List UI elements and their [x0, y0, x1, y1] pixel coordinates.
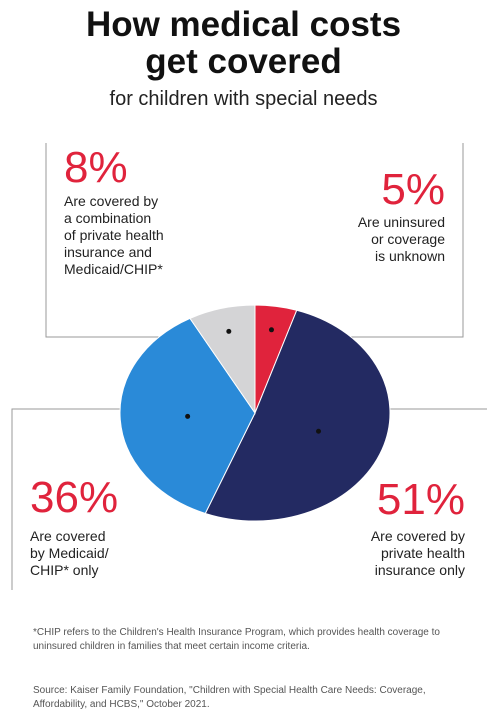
desc-private: Are covered by private health insurance … [371, 528, 465, 579]
desc-medicaid: Are covered by Medicaid/ CHIP* only [30, 528, 109, 579]
page-title: How medical costs get covered [0, 6, 487, 80]
title-line-1: How medical costs [85, 5, 402, 44]
pct-label-medicaid: 36% [30, 473, 119, 522]
source-note: Source: Kaiser Family Foundation, "Child… [33, 685, 426, 710]
pct-label-private: 51% [376, 475, 465, 524]
dot-uninsured [268, 327, 274, 333]
page-subtitle: for children with special needs [109, 88, 378, 110]
desc-medicaid-line: CHIP* only [30, 562, 99, 578]
desc-combo-line: of private health [64, 227, 164, 243]
desc-medicaid-line: by Medicaid/ [30, 545, 109, 561]
title-line-2: get covered [145, 42, 342, 81]
desc-private-line: insurance only [374, 562, 465, 578]
desc-uninsured-line: Are uninsured [357, 214, 445, 230]
dot-combo [226, 328, 232, 334]
desc-combo-line: Medicaid/CHIP* [64, 261, 163, 277]
desc-combo-line: a combination [64, 210, 152, 226]
desc-uninsured-line: or coverage [371, 231, 445, 247]
desc-combo-line: insurance and [64, 244, 152, 260]
desc-combo: Are covered by a combination of private … [64, 193, 164, 278]
pct-label-combo: 8% [64, 143, 128, 192]
pie-slice-private [204, 309, 391, 522]
desc-private-line: Are covered by [370, 528, 465, 544]
dot-medicaid [185, 413, 191, 419]
desc-uninsured-line: is unknown [374, 248, 445, 264]
dot-private [316, 428, 322, 434]
footnote: *CHIP refers to the Children's Health In… [33, 627, 440, 652]
desc-combo-line: Are covered by [64, 193, 159, 209]
desc-uninsured: Are uninsured or coverage is unknown [358, 214, 445, 265]
desc-private-line: private health [380, 545, 465, 561]
pie-slice-combo [189, 304, 256, 415]
desc-medicaid-line: Are covered [30, 528, 106, 544]
pct-label-uninsured: 5% [381, 165, 445, 214]
